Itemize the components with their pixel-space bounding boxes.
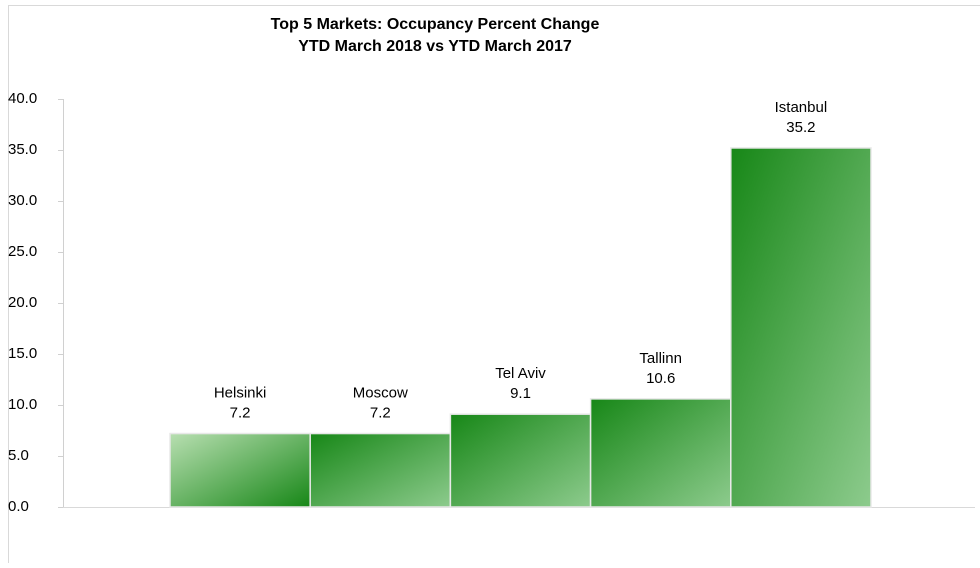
data-label: 10.6 <box>646 370 675 387</box>
y-tick-label: 35.0 <box>8 141 37 158</box>
data-label: 7.2 <box>230 405 251 422</box>
bar <box>731 148 871 507</box>
y-tick-label: 10.0 <box>8 396 37 413</box>
y-tick-label: 25.0 <box>8 243 37 260</box>
bar <box>170 434 310 507</box>
data-category-label: Moscow <box>353 385 408 402</box>
y-tick-label: 15.0 <box>8 345 37 362</box>
y-tick-label: 40.0 <box>8 90 37 107</box>
data-label: 35.2 <box>786 119 815 136</box>
data-label: 7.2 <box>370 405 391 422</box>
bar <box>450 414 590 507</box>
chart-subtitle: YTD March 2018 vs YTD March 2017 <box>298 38 572 55</box>
y-tick-label: 0.0 <box>8 498 29 515</box>
bar <box>591 399 731 507</box>
chart-title: Top 5 Markets: Occupancy Percent Change <box>271 16 600 33</box>
bar <box>310 434 450 507</box>
data-category-label: Tallinn <box>639 350 682 367</box>
y-tick-label: 30.0 <box>8 192 37 209</box>
y-tick-label: 5.0 <box>8 447 29 464</box>
data-label: 9.1 <box>510 385 531 402</box>
y-tick-label: 20.0 <box>8 294 37 311</box>
data-category-label: Tel Aviv <box>495 365 546 382</box>
data-category-label: Helsinki <box>214 385 267 402</box>
data-category-label: Istanbul <box>775 99 828 116</box>
